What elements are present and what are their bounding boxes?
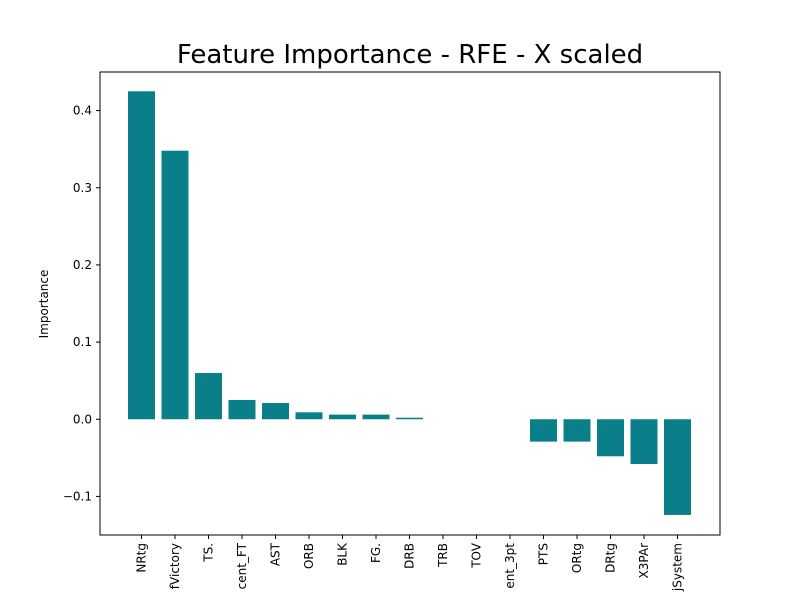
- x-tick-label: TOV: [470, 542, 484, 569]
- x-axis: NRtg fVictory TS. cent_FT AST ORB BLK FG. DRB TRB…: [135, 535, 685, 592]
- y-tick-label: −0.1: [63, 489, 92, 503]
- y-tick-label: 0.4: [73, 104, 92, 118]
- x-tick-label: TS.: [202, 543, 216, 563]
- bar-orb: [295, 412, 323, 420]
- x-tick-label: ORtg: [570, 543, 584, 573]
- bar-jsystem: [664, 419, 691, 515]
- y-axis-label: Importance: [37, 270, 51, 339]
- bar-fvictory: [161, 150, 189, 420]
- x-tick-label: ORB: [302, 543, 316, 569]
- bar-ortg: [563, 419, 591, 442]
- bar-ts: [195, 372, 222, 420]
- x-tick-label: DRB: [403, 543, 417, 569]
- x-tick-label: BLK: [336, 542, 350, 566]
- bar-x3par: [630, 419, 658, 465]
- x-tick-label: ent_3pt: [503, 543, 517, 589]
- bars-group: [128, 91, 691, 515]
- x-tick-label: jSystem: [671, 543, 685, 592]
- x-tick-label: NRtg: [135, 543, 149, 573]
- bar-ast: [262, 403, 289, 420]
- y-tick-label: 0.2: [73, 258, 92, 272]
- x-tick-label: AST: [269, 542, 283, 566]
- bar-blk: [329, 414, 356, 420]
- x-tick-label: PTS: [537, 543, 551, 565]
- bar-drb: [396, 417, 423, 420]
- bar-drtg: [597, 419, 624, 457]
- y-tick-label: 0.1: [73, 335, 92, 349]
- y-tick-label: 0.0: [73, 412, 92, 426]
- x-tick-label: TRB: [436, 543, 450, 568]
- bar-fg: [362, 414, 390, 420]
- x-tick-label: FG.: [369, 543, 383, 563]
- x-tick-label: DRtg: [604, 543, 618, 573]
- bar-pts: [530, 419, 557, 442]
- x-tick-label: cent_FT: [235, 542, 249, 589]
- plot-frame: [99, 71, 721, 536]
- bar-nrtg: [128, 91, 155, 420]
- bar-cent-ft: [228, 399, 256, 420]
- chart-title: Feature Importance - RFE - X scaled: [177, 40, 643, 70]
- y-tick-label: 0.3: [73, 181, 92, 195]
- y-axis: −0.1 0.0 0.1 0.2 0.3 0.4: [63, 104, 100, 503]
- x-tick-label: fVictory: [168, 543, 182, 589]
- x-tick-label: X3PAr: [637, 543, 651, 579]
